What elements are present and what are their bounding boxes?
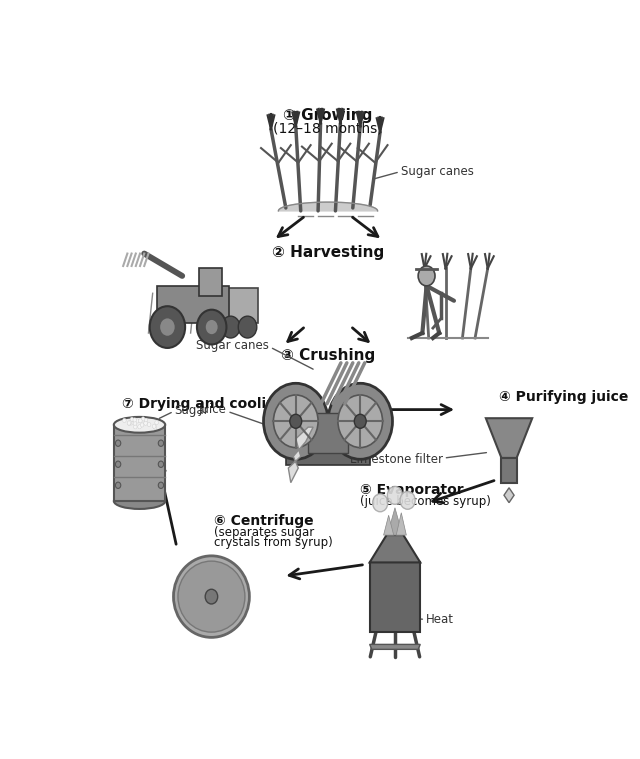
Circle shape bbox=[205, 589, 218, 604]
Circle shape bbox=[238, 317, 257, 338]
Circle shape bbox=[123, 418, 126, 423]
FancyBboxPatch shape bbox=[114, 425, 165, 501]
Polygon shape bbox=[288, 427, 313, 483]
Polygon shape bbox=[370, 644, 420, 650]
Circle shape bbox=[115, 482, 121, 489]
Circle shape bbox=[158, 461, 164, 468]
Text: crystals from syrup): crystals from syrup) bbox=[214, 537, 333, 550]
Circle shape bbox=[140, 423, 144, 427]
Circle shape bbox=[418, 266, 435, 286]
Ellipse shape bbox=[173, 556, 250, 638]
Text: (separates sugar: (separates sugar bbox=[214, 526, 314, 539]
Circle shape bbox=[134, 425, 137, 429]
FancyBboxPatch shape bbox=[502, 458, 516, 483]
Circle shape bbox=[338, 395, 383, 448]
Text: Heat: Heat bbox=[426, 613, 454, 626]
FancyBboxPatch shape bbox=[370, 562, 420, 632]
Circle shape bbox=[150, 306, 185, 348]
Circle shape bbox=[144, 418, 148, 422]
Circle shape bbox=[141, 417, 145, 421]
Circle shape bbox=[387, 487, 403, 504]
Circle shape bbox=[328, 383, 392, 459]
Ellipse shape bbox=[114, 493, 165, 509]
Circle shape bbox=[133, 417, 136, 422]
Circle shape bbox=[127, 421, 131, 426]
Circle shape bbox=[152, 424, 156, 428]
Text: (12–18 months): (12–18 months) bbox=[273, 121, 383, 136]
Polygon shape bbox=[383, 515, 394, 535]
FancyBboxPatch shape bbox=[199, 269, 222, 296]
Polygon shape bbox=[504, 488, 514, 502]
Circle shape bbox=[147, 423, 151, 427]
Text: Sugar canes: Sugar canes bbox=[196, 339, 269, 352]
Circle shape bbox=[115, 440, 121, 446]
FancyBboxPatch shape bbox=[286, 442, 370, 465]
Text: ④ Purifying juice: ④ Purifying juice bbox=[499, 389, 628, 404]
Circle shape bbox=[128, 420, 132, 424]
Circle shape bbox=[127, 421, 131, 425]
FancyBboxPatch shape bbox=[308, 413, 348, 453]
Circle shape bbox=[221, 317, 240, 338]
Text: Juice: Juice bbox=[198, 403, 227, 416]
Circle shape bbox=[115, 461, 121, 468]
Circle shape bbox=[155, 420, 158, 425]
Text: Sugar canes: Sugar canes bbox=[401, 165, 474, 178]
Ellipse shape bbox=[178, 561, 245, 632]
Polygon shape bbox=[397, 609, 410, 632]
Circle shape bbox=[158, 482, 164, 489]
Polygon shape bbox=[387, 508, 403, 535]
Text: ① Growing: ① Growing bbox=[284, 108, 372, 123]
Text: ③ Crushing: ③ Crushing bbox=[281, 348, 375, 363]
Circle shape bbox=[290, 414, 301, 428]
Polygon shape bbox=[486, 418, 532, 458]
Polygon shape bbox=[370, 535, 420, 562]
Circle shape bbox=[138, 425, 141, 429]
Circle shape bbox=[372, 494, 388, 512]
Circle shape bbox=[273, 395, 318, 448]
Circle shape bbox=[136, 419, 139, 423]
Polygon shape bbox=[388, 605, 401, 632]
Polygon shape bbox=[278, 202, 378, 211]
Circle shape bbox=[153, 425, 157, 430]
Circle shape bbox=[130, 417, 134, 421]
Polygon shape bbox=[380, 612, 393, 632]
Circle shape bbox=[158, 440, 164, 446]
Circle shape bbox=[133, 421, 137, 425]
Circle shape bbox=[197, 310, 227, 345]
Text: ⑥ Centrifuge: ⑥ Centrifuge bbox=[214, 514, 314, 528]
Text: Sugar: Sugar bbox=[174, 405, 209, 417]
Text: ⑤ Evaporator: ⑤ Evaporator bbox=[360, 483, 464, 496]
Circle shape bbox=[355, 414, 366, 428]
Ellipse shape bbox=[114, 417, 165, 433]
Circle shape bbox=[205, 320, 218, 335]
Circle shape bbox=[264, 383, 328, 459]
Text: ⑦ Drying and cooling: ⑦ Drying and cooling bbox=[122, 397, 286, 411]
FancyBboxPatch shape bbox=[157, 286, 228, 323]
Circle shape bbox=[400, 491, 415, 509]
Circle shape bbox=[159, 318, 175, 336]
Text: ② Harvesting: ② Harvesting bbox=[272, 245, 384, 260]
Circle shape bbox=[139, 419, 142, 423]
Circle shape bbox=[129, 420, 133, 425]
Text: Limestone filter: Limestone filter bbox=[350, 453, 443, 466]
Polygon shape bbox=[396, 513, 406, 535]
FancyBboxPatch shape bbox=[220, 288, 258, 323]
Text: (juice becomes syrup): (juice becomes syrup) bbox=[360, 495, 491, 508]
Circle shape bbox=[144, 421, 147, 425]
